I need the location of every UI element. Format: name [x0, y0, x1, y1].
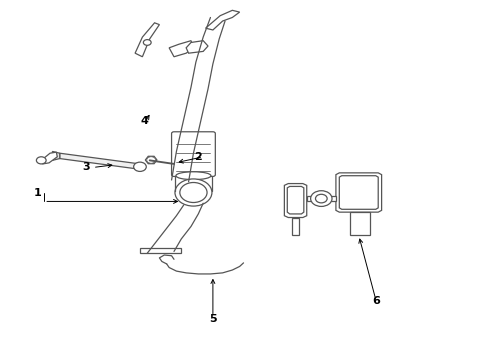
Polygon shape: [60, 153, 140, 169]
Circle shape: [180, 183, 206, 203]
Polygon shape: [287, 186, 303, 214]
Polygon shape: [284, 184, 306, 217]
Polygon shape: [335, 173, 381, 212]
Polygon shape: [145, 156, 157, 164]
Circle shape: [133, 162, 146, 171]
Polygon shape: [205, 10, 239, 30]
Polygon shape: [52, 152, 60, 160]
Polygon shape: [41, 152, 57, 164]
Ellipse shape: [176, 172, 210, 180]
Circle shape: [143, 40, 151, 45]
Polygon shape: [169, 41, 193, 57]
Polygon shape: [339, 176, 377, 209]
Text: 2: 2: [194, 152, 202, 162]
Polygon shape: [350, 212, 369, 235]
Text: 1: 1: [34, 188, 41, 198]
Polygon shape: [140, 248, 181, 253]
Circle shape: [310, 191, 331, 206]
Circle shape: [146, 157, 155, 163]
FancyBboxPatch shape: [171, 132, 215, 176]
Polygon shape: [186, 41, 207, 53]
Circle shape: [36, 157, 46, 164]
Circle shape: [175, 179, 211, 206]
Text: 6: 6: [371, 296, 379, 306]
Text: 5: 5: [209, 314, 216, 324]
Circle shape: [315, 194, 326, 203]
Text: 4: 4: [141, 116, 148, 126]
Polygon shape: [306, 196, 335, 202]
Polygon shape: [291, 217, 299, 235]
Text: 3: 3: [82, 162, 90, 172]
Polygon shape: [135, 23, 159, 57]
